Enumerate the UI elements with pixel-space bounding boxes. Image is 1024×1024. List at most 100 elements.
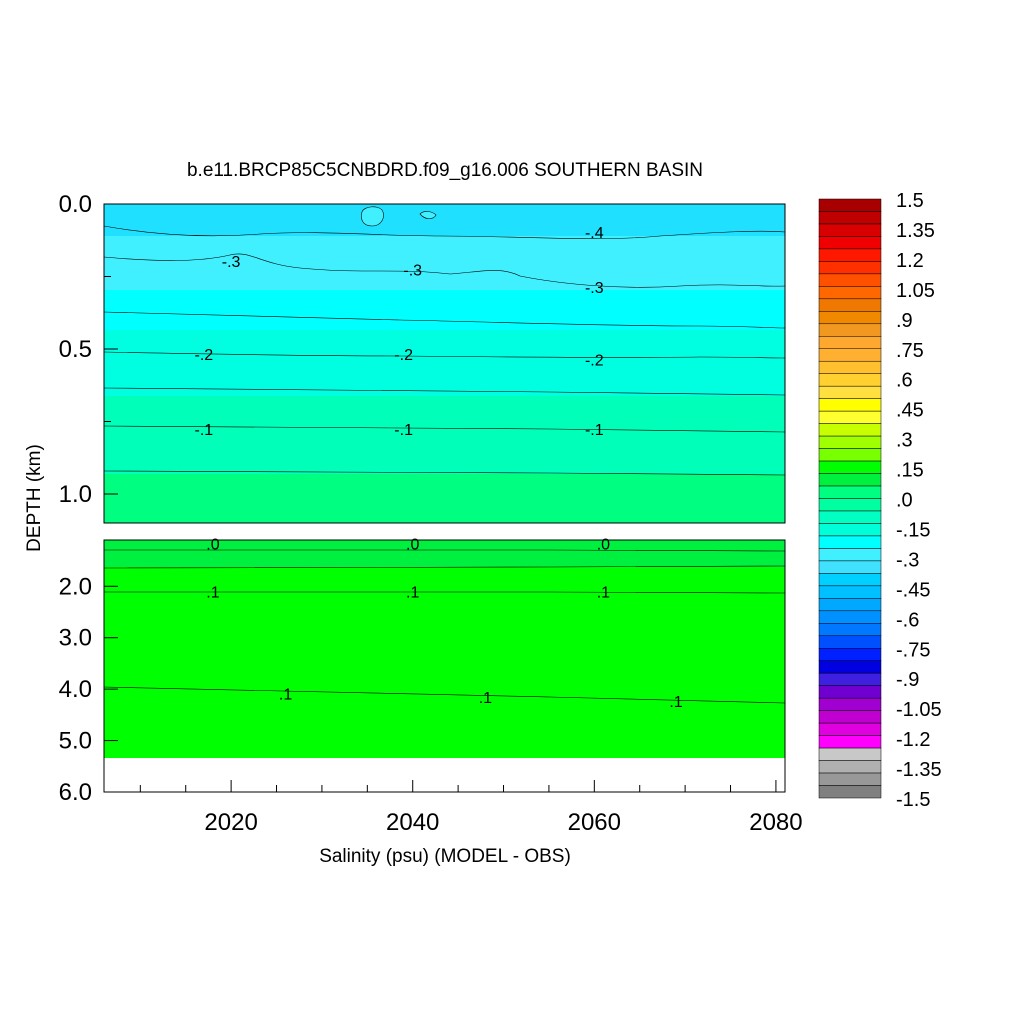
colorbar-cell	[818, 273, 882, 287]
contour-label: .0	[406, 537, 419, 554]
colorbar-cell	[818, 360, 882, 374]
colorbar-label: -.45	[896, 579, 930, 601]
contour-labels: -.4 -.3 -.3 -.3 -.2 -.2 -.2 -.1 -.1 -.1 .0 .0 .0 .1 .1…	[195, 225, 683, 711]
contour-lower-3	[104, 591, 786, 594]
no-data-region	[104, 758, 785, 792]
contour-upper-7	[103, 470, 786, 476]
colorbar-cell	[818, 623, 882, 637]
contour-blob-2	[419, 211, 437, 219]
colorbar-cell	[818, 473, 882, 487]
colorbar-label: .75	[896, 340, 924, 362]
colorbar-cell	[818, 435, 882, 449]
colorbar-cell	[818, 722, 882, 736]
colorbar-cell	[818, 373, 882, 387]
colorbar-label: 1.2	[896, 250, 924, 272]
colorbar-cell	[818, 573, 882, 587]
contour-label: -.1	[195, 422, 214, 439]
colorbar-cell	[818, 747, 882, 761]
contour-label: .1	[206, 584, 219, 601]
colorbar-cell	[818, 448, 882, 462]
colorbar-label: -.3	[896, 549, 919, 571]
colorbar-label: -1.05	[896, 699, 942, 721]
colorbar-cell	[818, 348, 882, 362]
colorbar-label: .9	[896, 310, 913, 332]
colorbar-cell	[818, 286, 882, 300]
colorbar-cell	[818, 648, 882, 661]
colorbar-label: 1.5	[896, 190, 924, 212]
colorbar-cell	[818, 248, 882, 262]
contour-lower-1	[103, 549, 786, 552]
x-axis: 2020 2040 2060 2080 Salinity (psu) (MODEL -…	[139, 780, 803, 867]
contour-label: .0	[206, 537, 219, 554]
colorbar-cell	[818, 323, 882, 337]
band-upper-5	[104, 396, 785, 474]
y-tick-label: 4.0	[59, 676, 92, 703]
x-tick-label: 2060	[568, 809, 621, 836]
colorbar: 1.5 1.35 1.2 1.05 .9 .75 .6 .45 .3 .15 .0 -.15 -.3 -.…	[818, 190, 942, 811]
colorbar-label: -1.35	[896, 759, 942, 781]
contour-label: -.4	[585, 225, 604, 242]
y-tick-label: 2.0	[59, 573, 92, 600]
colorbar-cell	[818, 385, 882, 399]
y-tick-label: 5.0	[59, 728, 92, 755]
contour-label: .1	[406, 584, 419, 601]
band-lower-2	[104, 567, 785, 758]
colorbar-label: .15	[896, 460, 924, 482]
colorbar-cell	[818, 548, 882, 562]
colorbar-cell	[818, 660, 882, 674]
contour-label: -.3	[222, 254, 241, 271]
y-tick-label: 6.0	[59, 779, 92, 806]
colorbar-cell	[818, 685, 882, 699]
contour-label: .1	[279, 686, 292, 703]
contour-label: -.2	[394, 347, 413, 364]
colorbar-label: -1.5	[896, 789, 930, 811]
colorbar-label: 1.05	[896, 280, 935, 302]
colorbar-cell	[818, 485, 882, 499]
x-tick-label: 2080	[749, 809, 802, 836]
colorbar-label: .45	[896, 400, 924, 422]
y-tick-label: 0.5	[59, 336, 92, 363]
band-upper-4	[104, 330, 785, 396]
colorbar-cell	[818, 336, 882, 350]
band-lower-1	[104, 540, 785, 567]
colorbar-cell	[818, 410, 882, 424]
contour-upper-6	[103, 425, 786, 433]
colorbar-cell	[818, 236, 882, 250]
colorbar-cell	[818, 223, 882, 237]
contour-upper-1	[103, 225, 786, 239]
colorbar-cell	[818, 772, 882, 786]
lower-panel	[103, 539, 786, 793]
x-axis-label: Salinity (psu) (MODEL - OBS)	[319, 846, 571, 867]
colorbar-cell	[818, 311, 882, 325]
contour-label: -.2	[585, 353, 604, 370]
contour-label: .0	[597, 537, 610, 554]
x-tick-label: 2020	[204, 809, 257, 836]
x-tick-label: 2040	[386, 809, 439, 836]
colorbar-label: -1.2	[896, 729, 930, 751]
contour-label: -.1	[394, 422, 413, 439]
colorbar-cell	[818, 785, 882, 799]
band-upper-6	[104, 474, 785, 523]
colorbar-label: .3	[896, 430, 913, 452]
colorbar-cell	[818, 298, 882, 312]
colorbar-label: .0	[896, 490, 913, 512]
colorbar-cell	[818, 710, 882, 724]
colorbar-cell	[818, 735, 882, 749]
y-axis: 0.0 0.5 1.0 2.0 3.0 4.0 5.0 6.0 DEPTH (km)	[24, 191, 118, 806]
colorbar-label: -.75	[896, 639, 930, 661]
upper-panel-frame	[103, 203, 786, 524]
band-upper-3	[104, 290, 785, 330]
colorbar-cell	[818, 585, 882, 599]
contour-lower-4	[103, 686, 786, 704]
band-upper-1	[104, 204, 785, 236]
lower-panel-frame	[103, 539, 786, 793]
contour-label: .1	[669, 694, 682, 711]
contour-blob-1	[361, 206, 384, 227]
colorbar-cell	[818, 460, 882, 474]
contour-label: .1	[479, 690, 492, 707]
colorbar-label: -.15	[896, 519, 930, 541]
y-tick-label: 1.0	[59, 481, 92, 508]
colorbar-cell	[818, 697, 882, 711]
upper-panel	[103, 203, 786, 524]
